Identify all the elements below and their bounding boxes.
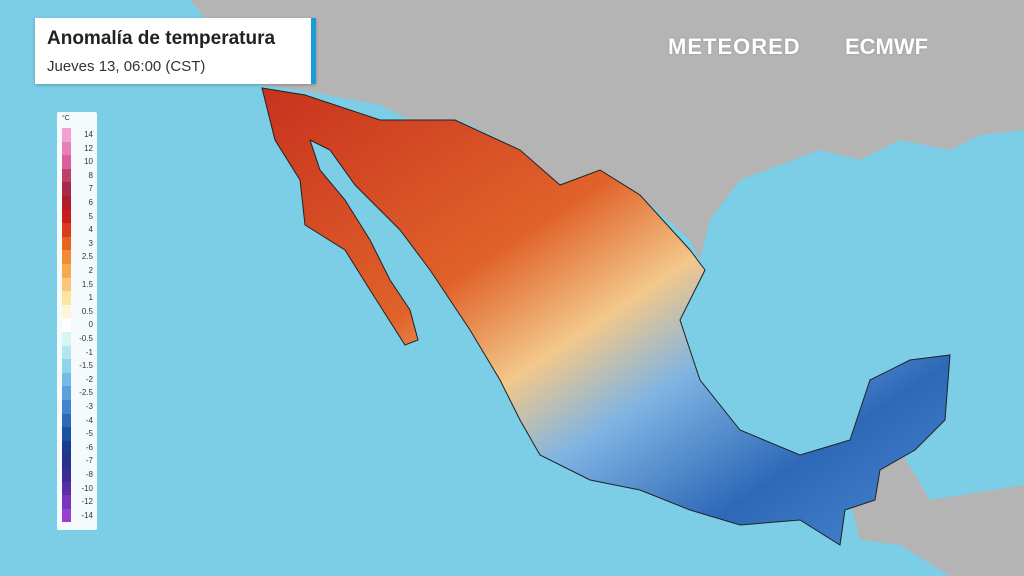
legend-swatch: [62, 318, 71, 332]
legend-swatch: [62, 168, 71, 183]
legend-swatch: [62, 209, 71, 224]
legend-label: -14: [81, 510, 93, 520]
legend-swatch: [62, 250, 71, 264]
legend-label: 2: [88, 266, 93, 275]
legend-swatch: [62, 345, 71, 360]
legend-label: 4: [88, 225, 93, 235]
legend-label: -3: [85, 402, 93, 411]
legend-swatch: [62, 304, 71, 319]
legend-item: -1.5: [57, 359, 97, 373]
legend: °C 14 12 10 8 7 6 5 4 3 2.5 2 1.5 1 0.5 0 -0.5 -1 -1.5 -2 -…: [57, 112, 97, 530]
legend-item: 2.5: [57, 250, 97, 264]
legend-unit: °C: [62, 115, 70, 122]
legend-swatch: [62, 468, 71, 482]
legend-item: -10: [57, 481, 97, 496]
legend-swatch: [62, 454, 71, 468]
legend-label: 10: [84, 157, 93, 167]
legend-swatch: [62, 427, 71, 441]
title-box: Anomalía de temperatura Jueves 13, 06:00…: [35, 18, 316, 84]
legend-item: 2: [57, 264, 97, 278]
legend-label: -7: [85, 456, 93, 466]
legend-label: -6: [85, 442, 93, 452]
legend-label: 6: [88, 198, 93, 207]
legend-label: 12: [84, 143, 93, 153]
logo: METEORED: [668, 34, 801, 59]
subtitle: Jueves 13, 06:00 (CST): [47, 58, 206, 75]
legend-label: 3: [88, 238, 93, 248]
legend-swatch: [62, 196, 71, 210]
legend-label: -5: [85, 429, 93, 439]
legend-item: -4: [57, 413, 97, 428]
legend-label: -1.5: [79, 361, 93, 371]
legend-swatch: [62, 236, 71, 251]
mexico-anomaly: [261, 87, 951, 546]
legend-label: 0: [88, 320, 93, 330]
legend-swatch: [62, 386, 71, 400]
legend-item: -7: [57, 454, 97, 468]
legend-label: -2.5: [79, 388, 93, 398]
legend-item: -14: [57, 508, 97, 523]
legend-label: 0.5: [81, 306, 93, 316]
legend-item: 7: [57, 182, 97, 196]
legend-label: -10: [81, 483, 93, 493]
legend-swatch: [62, 332, 71, 346]
legend-swatch: [62, 359, 71, 373]
legend-swatch: [62, 223, 71, 237]
legend-item: -6: [57, 440, 97, 455]
legend-label: 1.5: [81, 279, 93, 289]
legend-swatch: [62, 508, 71, 523]
legend-item: -0.5: [57, 332, 97, 346]
legend-swatch: [62, 141, 71, 156]
legend-item: -12: [57, 495, 97, 509]
legend-label: 14: [84, 130, 93, 139]
legend-swatch: [62, 128, 71, 142]
legend-item: 0: [57, 318, 97, 332]
legend-item: 4: [57, 223, 97, 237]
legend-swatch: [62, 291, 71, 305]
legend-item: -2: [57, 372, 97, 387]
legend-label: 8: [88, 170, 93, 180]
legend-swatch: [62, 264, 71, 278]
legend-label: -1: [85, 347, 93, 357]
legend-item: 12: [57, 141, 97, 156]
title: Anomalía de temperatura: [47, 28, 276, 49]
land-north: [190, 0, 1024, 260]
legend-label: 7: [88, 184, 93, 194]
legend-item: 0.5: [57, 304, 97, 319]
legend-swatch: [62, 440, 71, 455]
legend-item: 8: [57, 168, 97, 183]
legend-swatch: [62, 481, 71, 496]
legend-item: 14: [57, 128, 97, 142]
land-central-america: [840, 450, 1024, 576]
legend-swatch: [62, 277, 71, 292]
legend-item: 1.5: [57, 277, 97, 292]
legend-item: -3: [57, 400, 97, 414]
legend-label: -4: [85, 415, 93, 425]
legend-label: -8: [85, 470, 93, 479]
legend-item: -1: [57, 345, 97, 360]
legend-swatch: [62, 372, 71, 387]
legend-label: 1: [88, 293, 93, 303]
legend-label: -12: [81, 497, 93, 507]
legend-label: -0.5: [79, 334, 93, 343]
legend-swatch: [62, 400, 71, 414]
legend-item: -2.5: [57, 386, 97, 400]
legend-item: 1: [57, 291, 97, 305]
legend-item: -5: [57, 427, 97, 441]
logo: ECMWF: [845, 34, 929, 59]
legend-label: 2.5: [81, 252, 93, 262]
legend-swatch: [62, 182, 71, 196]
legend-swatch: [62, 495, 71, 509]
legend-item: 10: [57, 155, 97, 169]
legend-item: 3: [57, 236, 97, 251]
legend-swatch: [62, 413, 71, 428]
legend-item: 6: [57, 196, 97, 210]
legend-swatch: [62, 155, 71, 169]
legend-item: -8: [57, 468, 97, 482]
legend-item: 5: [57, 209, 97, 224]
legend-label: -2: [85, 374, 93, 384]
legend-label: 5: [88, 211, 93, 221]
